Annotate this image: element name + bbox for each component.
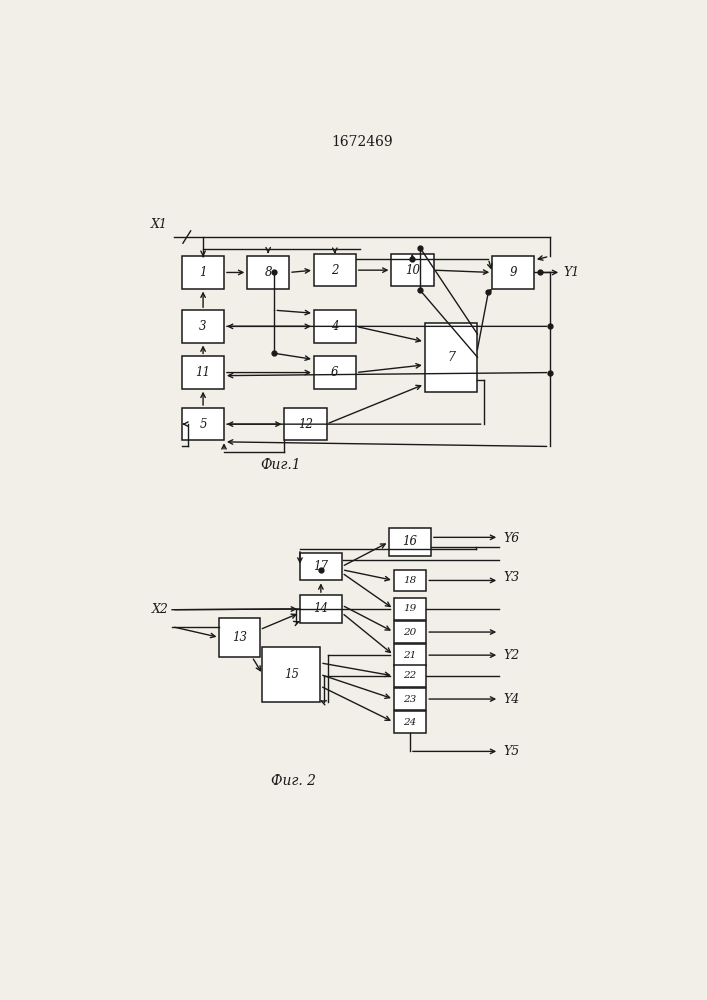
- Text: 5: 5: [199, 418, 207, 431]
- Text: Фиг.1: Фиг.1: [260, 458, 301, 472]
- Text: 21: 21: [404, 651, 416, 660]
- Text: 14: 14: [313, 602, 328, 615]
- Text: 20: 20: [404, 628, 416, 637]
- Bar: [394, 711, 426, 733]
- Bar: [300, 595, 342, 623]
- Text: Y5: Y5: [504, 745, 520, 758]
- Text: 1: 1: [199, 266, 207, 279]
- Text: Фиг. 2: Фиг. 2: [271, 774, 316, 788]
- Bar: [394, 644, 426, 666]
- Bar: [394, 598, 426, 620]
- Bar: [389, 528, 431, 556]
- Bar: [182, 356, 224, 389]
- Text: Y6: Y6: [504, 532, 520, 545]
- Text: X2: X2: [152, 603, 169, 616]
- Text: Y2: Y2: [504, 649, 520, 662]
- Bar: [425, 323, 477, 392]
- Bar: [391, 254, 433, 286]
- Text: Y3: Y3: [504, 571, 520, 584]
- Bar: [492, 256, 534, 289]
- Bar: [182, 408, 224, 440]
- Text: 8: 8: [264, 266, 272, 279]
- Text: 11: 11: [196, 366, 211, 379]
- Bar: [300, 553, 342, 580]
- Text: 6: 6: [331, 366, 339, 379]
- Bar: [182, 256, 224, 289]
- Text: 24: 24: [404, 718, 416, 727]
- Text: 2: 2: [331, 264, 339, 277]
- Text: 19: 19: [404, 604, 416, 613]
- Text: 7: 7: [447, 351, 455, 364]
- Text: 18: 18: [404, 576, 416, 585]
- Text: 10: 10: [405, 264, 420, 277]
- Bar: [394, 688, 426, 710]
- Text: 23: 23: [404, 695, 416, 704]
- Text: 1672469: 1672469: [331, 135, 393, 149]
- Bar: [247, 256, 289, 289]
- Text: 9: 9: [509, 266, 517, 279]
- Text: 15: 15: [284, 668, 299, 681]
- Bar: [313, 356, 356, 389]
- Bar: [313, 310, 356, 343]
- Text: 17: 17: [313, 560, 328, 573]
- Bar: [262, 647, 320, 702]
- Text: Y4: Y4: [504, 693, 520, 706]
- Bar: [394, 570, 426, 591]
- Bar: [219, 618, 259, 657]
- Bar: [182, 310, 224, 343]
- Text: 12: 12: [298, 418, 313, 431]
- Text: 4: 4: [331, 320, 339, 333]
- Text: Y1: Y1: [563, 266, 580, 279]
- Text: X1: X1: [151, 218, 168, 231]
- Text: 13: 13: [232, 631, 247, 644]
- Text: 22: 22: [404, 671, 416, 680]
- Bar: [313, 254, 356, 286]
- Bar: [394, 621, 426, 643]
- Bar: [284, 408, 327, 440]
- Text: 16: 16: [402, 535, 418, 548]
- Bar: [394, 665, 426, 687]
- Text: 3: 3: [199, 320, 207, 333]
